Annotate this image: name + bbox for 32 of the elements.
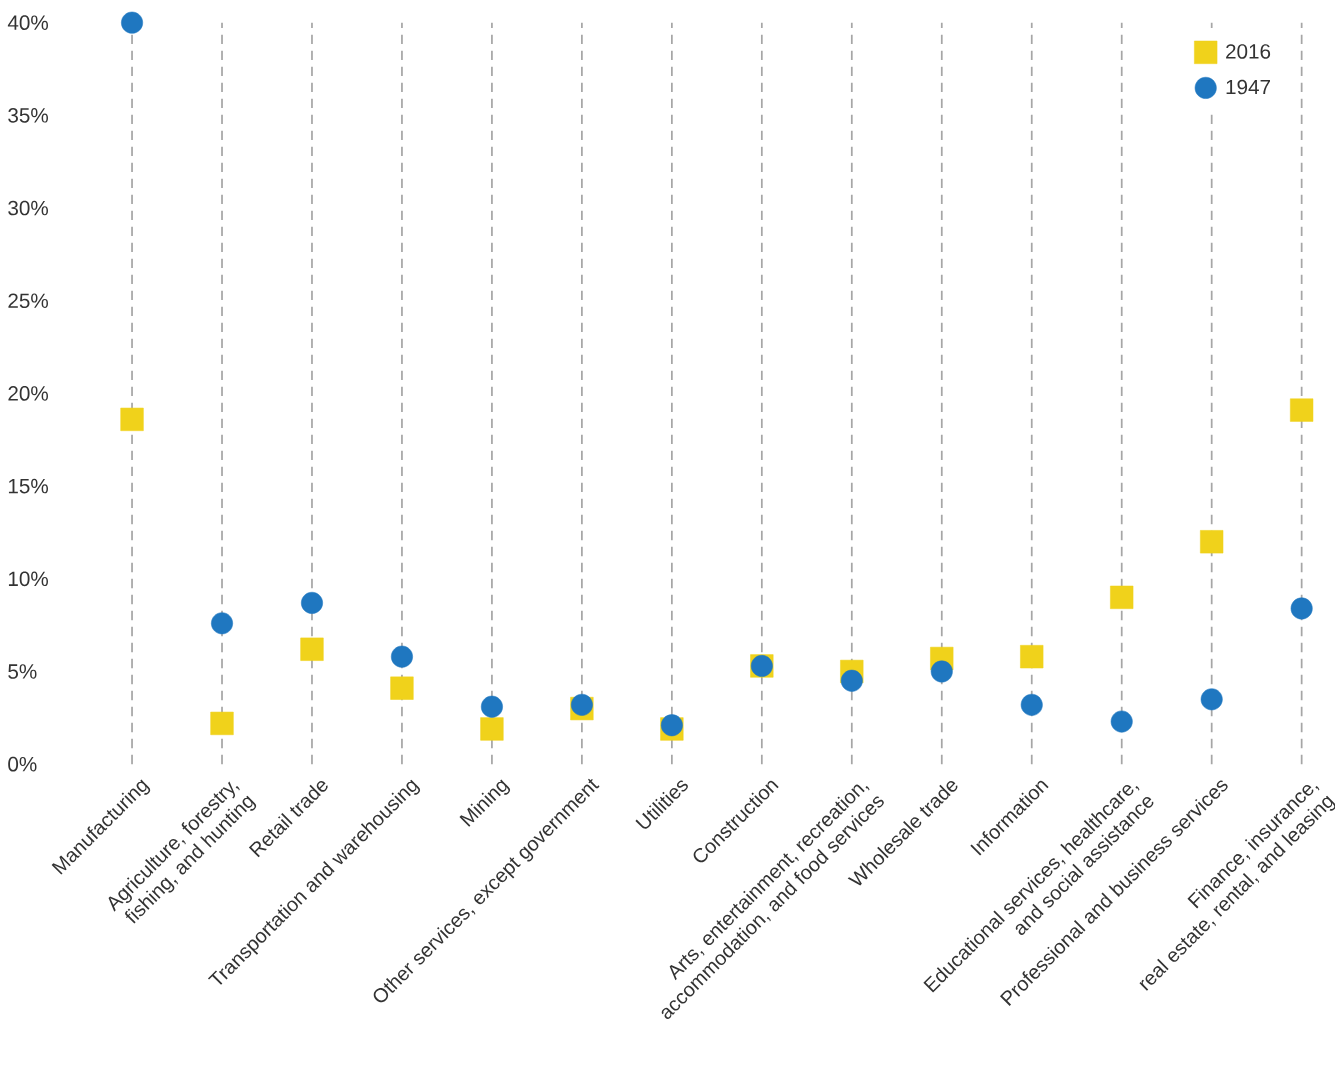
point bbox=[211, 612, 233, 635]
point bbox=[1020, 693, 1043, 716]
y-tick-label: 10% bbox=[8, 571, 48, 587]
point bbox=[390, 676, 414, 700]
point bbox=[480, 717, 504, 741]
point bbox=[1290, 398, 1314, 422]
point bbox=[210, 711, 234, 736]
point bbox=[930, 660, 953, 683]
y-tick-label: 5% bbox=[8, 664, 37, 679]
point bbox=[840, 669, 863, 692]
y-tick-label: 35% bbox=[8, 108, 48, 123]
point bbox=[300, 637, 324, 661]
point bbox=[301, 591, 323, 614]
point bbox=[120, 407, 144, 432]
point bbox=[1110, 585, 1134, 609]
point bbox=[121, 11, 143, 34]
point bbox=[1290, 597, 1313, 620]
y-tick-label: 40% bbox=[7, 15, 48, 31]
legend-label: 2016 bbox=[1226, 44, 1271, 59]
point bbox=[1200, 688, 1223, 711]
point bbox=[1020, 645, 1044, 669]
y-tick-label: 15% bbox=[8, 478, 48, 494]
legend-label: 1947 bbox=[1226, 79, 1270, 95]
point bbox=[391, 645, 413, 668]
point bbox=[1110, 710, 1133, 733]
point bbox=[1200, 530, 1224, 554]
y-tick-label: 25% bbox=[8, 293, 48, 309]
point bbox=[570, 693, 593, 716]
y-tick-label: 30% bbox=[8, 200, 48, 216]
y-tick-label: 0% bbox=[8, 756, 37, 772]
y-tick-label: 20% bbox=[8, 386, 48, 401]
point bbox=[480, 695, 503, 718]
